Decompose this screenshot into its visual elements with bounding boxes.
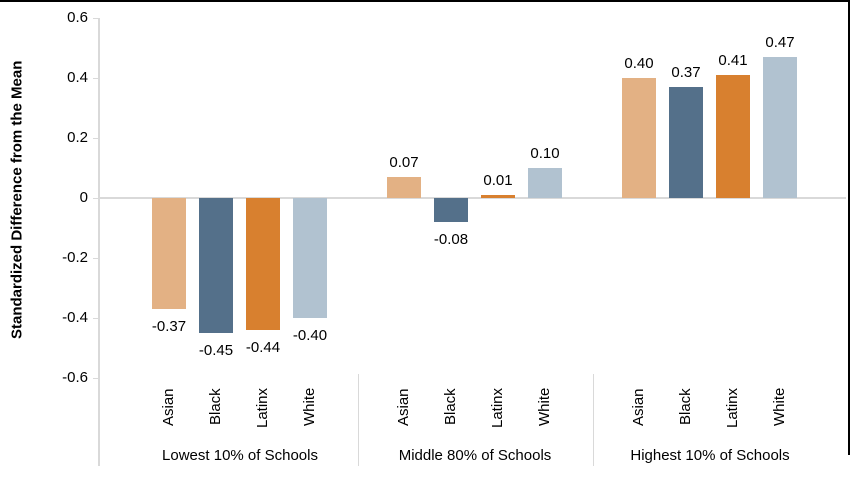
bar-value-label: -0.08: [433, 231, 469, 248]
y-tick-mark: [93, 77, 98, 79]
y-tick-mark: [93, 17, 98, 19]
x-category-label: Latinx: [254, 388, 271, 429]
x-category-label: Latinx: [489, 388, 506, 429]
x-category-label: Asian: [160, 388, 177, 426]
bar: [387, 177, 421, 198]
bar: [246, 198, 280, 330]
x-category-label: Latinx: [724, 388, 741, 429]
bar: [528, 168, 562, 198]
y-tick-label: 0.6: [67, 9, 88, 26]
figure-top-border: [0, 0, 850, 2]
bar-value-label: 0.40: [624, 55, 654, 72]
x-category-label: Asian: [630, 388, 647, 426]
y-tick-mark: [93, 377, 98, 379]
x-category-label: White: [536, 388, 553, 427]
bar: [763, 57, 797, 198]
bar: [199, 198, 233, 333]
group-label-middle: Middle 80% of Schools: [398, 447, 552, 464]
bar-value-label: 0.10: [530, 145, 560, 162]
bar-value-label: -0.40: [292, 327, 328, 344]
x-category-label: Black: [442, 388, 459, 425]
bar: [152, 198, 186, 309]
zero-line: [98, 197, 846, 199]
bar-value-label: 0.41: [718, 52, 748, 69]
x-category-label: White: [771, 388, 788, 427]
y-axis-line: [98, 18, 100, 466]
bar-value-label: 0.01: [483, 172, 513, 189]
y-tick-label: 0: [79, 189, 88, 206]
bar: [669, 87, 703, 198]
group-separator: [357, 374, 359, 466]
group-separator: [592, 374, 594, 466]
y-tick-label: -0.2: [62, 249, 88, 266]
y-tick-label: -0.4: [62, 309, 88, 326]
bar-value-label: 0.47: [765, 34, 795, 51]
bar-value-label: -0.37: [151, 318, 187, 335]
y-tick-mark: [93, 257, 98, 259]
x-category-label: White: [301, 388, 318, 427]
bar: [434, 198, 468, 222]
y-tick-mark: [93, 137, 98, 139]
y-tick-label: -0.6: [62, 369, 88, 386]
group-label-lowest: Lowest 10% of Schools: [162, 447, 318, 464]
group-label-highest: Highest 10% of Schools: [630, 447, 790, 464]
y-tick-mark: [93, 317, 98, 319]
y-tick-mark: [93, 197, 98, 199]
bar: [481, 195, 515, 198]
bar-value-label: -0.44: [245, 339, 281, 356]
bar-value-label: -0.45: [198, 342, 234, 359]
bar: [622, 78, 656, 198]
bar-value-label: 0.07: [389, 154, 419, 171]
y-tick-label: 0.4: [67, 69, 88, 86]
y-axis-title: Standardized Difference from the Mean: [8, 60, 26, 340]
bar: [716, 75, 750, 198]
y-tick-label: 0.2: [67, 129, 88, 146]
x-category-label: Black: [207, 388, 224, 425]
x-category-label: Black: [677, 388, 694, 425]
bar-value-label: 0.37: [671, 64, 701, 81]
figure-right-border: [848, 0, 850, 455]
bar: [293, 198, 327, 318]
x-category-label: Asian: [395, 388, 412, 426]
